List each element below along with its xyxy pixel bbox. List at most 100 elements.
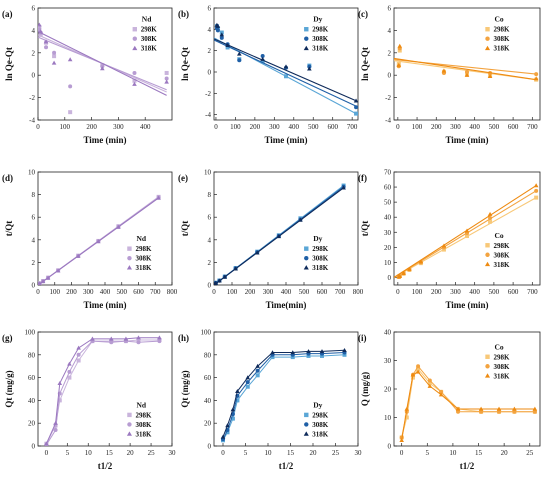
y-tick-label: 8 <box>208 191 212 199</box>
data-point-318K <box>76 345 81 350</box>
legend-marker-298K <box>304 412 309 418</box>
legend-marker-308K <box>127 422 132 427</box>
panel-b: 0 100 200 300 400 500 600 700 -4 -2 0 2 4 6 (b) Time (m… <box>178 5 359 145</box>
y-tick-label: 100 <box>201 329 212 337</box>
x-tick-label: 300 <box>263 288 274 296</box>
y-tick-label: -2 <box>385 94 391 102</box>
y-tick-label: 60 <box>28 374 36 382</box>
legend-label: 298K <box>494 26 511 34</box>
panel-f: 0 100 200 300 400 500 600 700 0 10 20 30 40 50 60 70 (f)… <box>358 169 541 310</box>
y-tick-label: -4 <box>29 117 35 125</box>
legend-marker-318K <box>484 45 491 51</box>
data-point-318K <box>108 336 114 341</box>
data-point-298K <box>230 416 235 421</box>
data-point-298K <box>488 219 493 224</box>
data-point-308K <box>534 188 539 193</box>
data-point-308K <box>76 352 81 357</box>
data-point-318K <box>90 336 95 341</box>
data-point-318K <box>236 51 242 56</box>
data-point-298K <box>354 111 358 116</box>
data-point-318K <box>67 57 73 62</box>
data-point-308K <box>219 35 224 40</box>
x-tick-label: 20 <box>310 449 318 457</box>
data-point-308K <box>456 409 461 414</box>
x-tick-label: 600 <box>317 288 328 296</box>
data-point-298K <box>245 384 250 389</box>
y-tick-label: -4 <box>385 117 391 125</box>
y-tick-label: 4 <box>208 236 212 244</box>
data-point-298K <box>57 398 62 403</box>
x-tick-label: 300 <box>269 123 280 131</box>
data-point-298K <box>284 74 288 79</box>
data-point-318K <box>51 60 57 65</box>
series-line-298K <box>401 368 535 438</box>
legend-label: 298K <box>141 26 158 34</box>
data-point-318K <box>487 74 493 79</box>
legend-label: 318K <box>135 264 152 272</box>
legend-marker-318K <box>484 261 491 267</box>
data-point-318K <box>478 406 484 411</box>
legend-marker-308K <box>304 255 309 261</box>
legend-title: Nd <box>136 400 146 409</box>
data-point-318K <box>136 335 141 340</box>
series-group <box>214 22 358 116</box>
legend-title: Co <box>495 342 504 351</box>
data-point-318K <box>276 234 282 239</box>
series-group <box>394 183 539 279</box>
data-point-318K <box>441 68 447 73</box>
legend-label: 298K <box>312 245 329 253</box>
x-tick-label: 10 <box>85 449 93 457</box>
data-point-318K <box>464 72 470 77</box>
y-axis-title: ln Qe-Qt <box>180 47 190 81</box>
x-tick-label: 100 <box>50 288 61 296</box>
legend-marker-308K <box>127 255 132 261</box>
data-point-318K <box>401 270 406 275</box>
y-tick-label: 10 <box>384 259 392 267</box>
data-point-298K <box>342 352 347 357</box>
data-point-318K <box>396 62 402 67</box>
y-axis-title: t/Qt <box>180 221 190 237</box>
data-point-308K <box>534 72 539 77</box>
legend-marker-298K <box>485 27 490 32</box>
x-tick-label: 200 <box>431 288 442 296</box>
data-point-318K <box>441 243 447 248</box>
x-tick-label: 200 <box>245 288 256 296</box>
data-point-308K <box>427 378 432 383</box>
y-tick-label: 4 <box>32 236 36 244</box>
y-tick-label: 70 <box>384 169 392 177</box>
y-tick-label: 60 <box>384 184 392 192</box>
x-tick-label: 600 <box>133 288 144 296</box>
plot-frame <box>37 7 173 121</box>
data-point-318K <box>38 281 42 285</box>
legend-title: Dy <box>313 400 322 409</box>
y-tick-label: 10 <box>204 169 212 177</box>
legend-marker-318K <box>303 45 309 51</box>
data-point-298K <box>67 375 72 380</box>
x-tick-label: 300 <box>83 288 94 296</box>
data-point-318K <box>123 336 129 341</box>
legend-marker-318K <box>303 265 309 270</box>
data-point-318K <box>75 253 81 258</box>
x-tick-label: 15 <box>287 449 295 457</box>
x-tick-label: 800 <box>353 288 364 296</box>
fit-line-318K <box>394 185 537 278</box>
x-tick-label: 400 <box>289 123 300 131</box>
x-tick-label: 400 <box>469 288 480 296</box>
series-group <box>394 43 539 82</box>
panel-label: (h) <box>178 333 189 343</box>
panel-h: 0 5 10 15 20 25 30 0 20 40 60 80 100 (h) t1/2 Qt (mg/g)… <box>178 329 362 472</box>
data-point-318K <box>415 369 421 374</box>
data-point-298K <box>38 25 42 30</box>
data-point-308K <box>215 28 220 33</box>
data-point-318K <box>407 266 412 271</box>
legend-label: 308K <box>135 255 152 263</box>
data-point-318K <box>255 363 260 368</box>
panel-i: 0 5 10 15 20 25 0 10 20 30 40 (i) t1/2 Q (mg/g) Co 298K… <box>358 329 541 471</box>
y-tick-label: 60 <box>204 374 212 382</box>
data-point-318K <box>156 195 161 200</box>
data-point-318K <box>404 406 410 411</box>
data-point-298K <box>136 337 141 342</box>
